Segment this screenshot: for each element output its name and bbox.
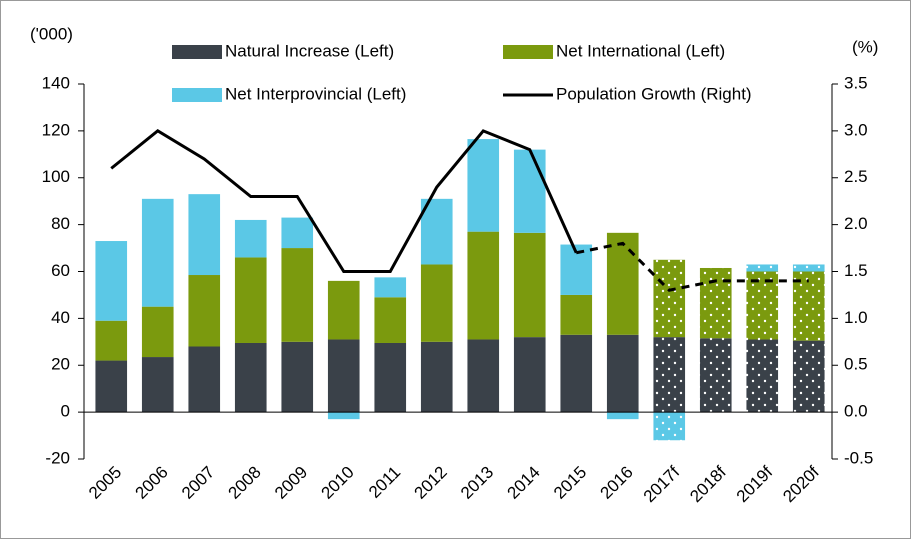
bar xyxy=(327,339,360,413)
y-tick-label: 20 xyxy=(51,355,70,374)
bar xyxy=(746,271,779,340)
x-tick-label: 2005 xyxy=(85,463,125,503)
bar xyxy=(792,264,825,272)
legend-label: Population Growth (Right) xyxy=(556,84,752,103)
bar xyxy=(653,259,686,338)
bar xyxy=(699,267,732,339)
x-tick-label: 2016 xyxy=(597,463,637,503)
bar xyxy=(327,412,360,420)
line xyxy=(575,241,809,292)
x-tick-label: 2010 xyxy=(318,463,358,503)
x-tick-label: 2011 xyxy=(365,463,404,502)
x-tick-label: 2008 xyxy=(225,463,265,503)
bar xyxy=(560,294,593,335)
bar xyxy=(653,337,686,413)
x-tick-label: 2017f xyxy=(640,462,684,506)
bar xyxy=(327,280,360,340)
y2-tick-label: -0.5 xyxy=(844,448,873,467)
x-tick-label: 2013 xyxy=(457,463,497,503)
bar xyxy=(560,334,593,413)
x-tick-label: 2014 xyxy=(504,463,544,503)
bar xyxy=(467,339,500,413)
bar xyxy=(281,217,314,249)
bar xyxy=(513,149,546,233)
y-tick-label: -20 xyxy=(45,448,70,467)
bar xyxy=(141,306,174,358)
x-tick-label: 2007 xyxy=(178,463,218,503)
y-tick-label: 80 xyxy=(51,214,70,233)
bar xyxy=(606,232,639,335)
bar xyxy=(606,334,639,413)
bar xyxy=(95,320,128,361)
legend-swatch xyxy=(172,45,222,59)
y2-tick-label: 1.0 xyxy=(844,308,868,327)
bar xyxy=(699,338,732,413)
bar xyxy=(374,277,407,298)
y2-tick-label: 2.5 xyxy=(844,167,868,186)
y-axis-label: ('000) xyxy=(30,24,73,43)
bar xyxy=(234,257,267,343)
bar xyxy=(188,346,221,413)
bar xyxy=(467,139,500,232)
bar xyxy=(281,248,314,342)
bar xyxy=(95,360,128,413)
bar xyxy=(374,342,407,413)
bar xyxy=(746,339,779,413)
bar xyxy=(792,271,825,341)
x-tick-label: 2009 xyxy=(271,463,311,503)
legend-label: Net Interprovincial (Left) xyxy=(225,84,406,103)
bar xyxy=(420,198,453,265)
bar xyxy=(606,412,639,420)
bar xyxy=(141,198,174,307)
y2-axis-label: (%) xyxy=(852,37,878,56)
legend-swatch xyxy=(172,88,222,102)
bar xyxy=(792,340,825,413)
bar xyxy=(746,264,779,272)
bar xyxy=(420,341,453,413)
bar xyxy=(420,264,453,342)
x-tick-label: 2006 xyxy=(132,463,172,503)
y-tick-label: 60 xyxy=(51,261,70,280)
x-tick-label: 2015 xyxy=(550,463,590,503)
y-tick-label: 120 xyxy=(42,120,70,139)
y-tick-label: 40 xyxy=(51,308,70,327)
legend-swatch xyxy=(503,45,553,59)
bar xyxy=(234,219,267,258)
bar xyxy=(513,337,546,413)
bar xyxy=(653,412,686,441)
bar xyxy=(188,275,221,347)
x-tick-label: 2020f xyxy=(779,462,823,506)
bar xyxy=(281,341,314,413)
y2-tick-label: 0.0 xyxy=(844,402,868,421)
bar xyxy=(234,342,267,413)
y2-tick-label: 2.0 xyxy=(844,214,868,233)
bar xyxy=(374,297,407,343)
x-tick-label: 2019f xyxy=(733,462,777,506)
legend-label: Natural Increase (Left) xyxy=(225,41,394,60)
y2-tick-label: 3.5 xyxy=(844,73,868,92)
bar xyxy=(513,232,546,338)
bar xyxy=(188,194,221,276)
y2-tick-label: 3.0 xyxy=(844,120,868,139)
y2-tick-label: 0.5 xyxy=(844,355,868,374)
bar xyxy=(95,241,128,321)
y2-tick-label: 1.5 xyxy=(844,261,868,280)
y-tick-label: 100 xyxy=(42,167,70,186)
x-tick-label: 2012 xyxy=(411,463,451,503)
y-tick-label: 0 xyxy=(61,402,70,421)
legend-label: Net International (Left) xyxy=(556,41,725,60)
bar xyxy=(141,357,174,413)
line xyxy=(110,129,578,273)
y-tick-label: 140 xyxy=(42,73,70,92)
bar xyxy=(560,244,593,295)
bar xyxy=(467,231,500,340)
x-tick-label: 2018f xyxy=(686,462,730,506)
